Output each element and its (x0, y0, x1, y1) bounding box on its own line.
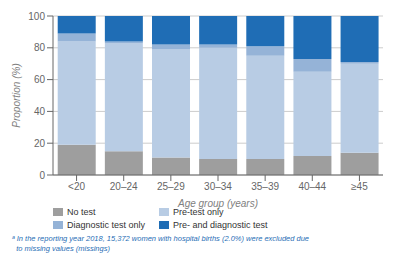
svg-text:0: 0 (39, 170, 45, 181)
html-text:No test: No test (67, 207, 96, 217)
html-text:ᵃ In the reporting year 2018,: ᵃ In the reporting year 2018, 15,372 wom… (12, 234, 309, 243)
svg-text:40: 40 (34, 106, 46, 117)
html-text:Pre- and diagnostic test: Pre- and diagnostic test (173, 220, 268, 230)
svg-text:20: 20 (34, 138, 46, 149)
svg-text:60: 60 (34, 74, 46, 85)
svg-text:100: 100 (28, 11, 45, 22)
html-text:Diagnostic test only: Diagnostic test only (67, 220, 145, 230)
svg-text:20–24: 20–24 (110, 181, 138, 192)
svg-text:80: 80 (34, 42, 46, 53)
svg-text:Age group (years): Age group (years) (177, 198, 258, 209)
svg-text:Proportion (%): Proportion (%) (11, 63, 22, 127)
svg-text:<20: <20 (68, 181, 85, 192)
svg-text:≥45: ≥45 (351, 181, 368, 192)
svg-text:35–39: 35–39 (251, 181, 279, 192)
svg-text:25–29: 25–29 (157, 181, 185, 192)
html-text:Pre-test only: Pre-test only (173, 207, 224, 217)
html-text:to missing values (missings): to missing values (missings) (12, 244, 110, 253)
svg-text:40–44: 40–44 (298, 181, 326, 192)
svg-text:30–34: 30–34 (204, 181, 232, 192)
